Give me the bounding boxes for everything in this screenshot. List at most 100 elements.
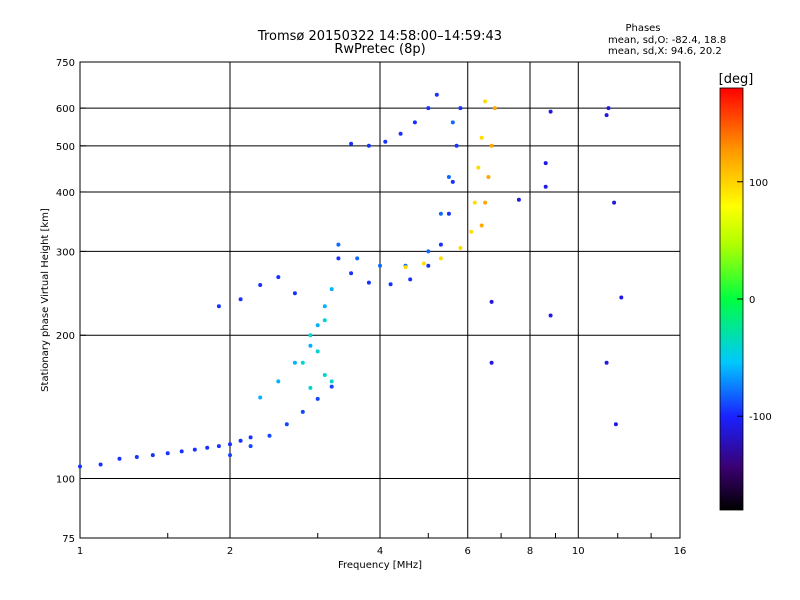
data-point xyxy=(450,179,455,184)
x-tick-label: 4 xyxy=(377,546,383,557)
series-f1-upper-trace xyxy=(216,275,297,309)
data-point xyxy=(228,442,232,447)
series-multiple-echo xyxy=(349,92,439,148)
data-point xyxy=(476,165,481,170)
x-tick-label: 1 xyxy=(77,546,83,557)
data-point xyxy=(267,433,272,438)
colorbar-tick-label: 100 xyxy=(749,178,768,189)
phase-info-o-mode: mean, sd,O: -82.4, 18.8 xyxy=(608,35,726,46)
data-point xyxy=(489,360,494,365)
colorbar-tick-label: 0 xyxy=(749,295,755,306)
data-point xyxy=(454,143,459,148)
data-point xyxy=(300,409,305,414)
data-point xyxy=(408,277,413,282)
data-point xyxy=(248,444,253,449)
y-tick-label: 300 xyxy=(56,247,75,258)
data-point xyxy=(619,295,624,300)
data-point xyxy=(492,106,497,111)
phase-info-heading: Phases xyxy=(625,23,660,34)
x-tick-label: 10 xyxy=(572,546,585,557)
data-point xyxy=(179,449,184,454)
data-point xyxy=(228,453,232,458)
y-tick-label: 600 xyxy=(56,104,75,115)
data-point xyxy=(248,435,253,440)
y-axis-label: Stationary phase Virtual Height [km] xyxy=(40,208,51,392)
data-point xyxy=(192,447,197,452)
y-tick-label: 200 xyxy=(56,331,75,342)
data-point xyxy=(450,120,455,125)
data-point xyxy=(388,282,393,287)
data-point xyxy=(315,396,320,401)
data-point xyxy=(378,263,382,268)
data-point xyxy=(336,256,341,261)
data-point xyxy=(483,200,488,205)
data-point xyxy=(216,444,221,449)
data-point xyxy=(258,283,263,287)
data-point xyxy=(543,161,548,166)
data-point xyxy=(458,106,463,111)
axis-ticks: 1 2 4 6 8 10 16 75 100 200 300 400 500 600 750 xyxy=(56,58,686,557)
series-f2-x-mode-echo xyxy=(479,106,497,228)
data-point xyxy=(613,422,618,427)
data-point xyxy=(472,200,477,205)
y-tick-label: 75 xyxy=(62,534,75,545)
data-point xyxy=(308,385,313,390)
data-point xyxy=(543,184,548,189)
data-point xyxy=(446,211,451,216)
data-point xyxy=(98,462,103,467)
data-point xyxy=(604,113,609,118)
data-point xyxy=(469,229,474,234)
data-point xyxy=(292,360,297,365)
data-point xyxy=(486,175,491,179)
data-point xyxy=(426,106,431,111)
data-point xyxy=(349,141,354,146)
series-f1-cusp-trace xyxy=(258,287,334,400)
data-point xyxy=(438,256,443,261)
colorbar-ticks: 100 0 -100 xyxy=(737,178,772,423)
data-point xyxy=(150,453,155,458)
data-point xyxy=(276,379,281,384)
colorbar-tick-label: -100 xyxy=(749,412,772,423)
data-points xyxy=(78,92,624,469)
data-point xyxy=(117,456,122,461)
data-point xyxy=(308,343,313,348)
data-point xyxy=(258,395,263,400)
data-point xyxy=(489,299,494,304)
y-tick-label: 400 xyxy=(56,188,75,199)
data-point xyxy=(426,263,431,268)
x-tick-label: 2 xyxy=(227,546,233,557)
data-point xyxy=(238,297,243,302)
data-point xyxy=(349,271,354,276)
data-point xyxy=(438,211,443,216)
series-f1-low-trace xyxy=(228,384,334,458)
data-point xyxy=(398,131,403,136)
data-point xyxy=(366,143,371,148)
data-point xyxy=(516,197,521,202)
y-tick-label: 750 xyxy=(56,58,75,69)
series-f1-diffuse-cluster xyxy=(300,318,334,390)
colorbar-label: [deg] xyxy=(719,72,754,87)
data-point xyxy=(483,99,488,104)
data-point xyxy=(489,143,494,148)
data-point xyxy=(329,379,334,384)
data-point xyxy=(612,200,617,205)
x-tick-label: 16 xyxy=(674,546,687,557)
data-point xyxy=(216,304,221,309)
series-sparse-noise xyxy=(489,106,624,427)
data-point xyxy=(322,373,327,377)
data-point xyxy=(403,265,408,270)
data-point xyxy=(292,291,297,296)
data-point xyxy=(78,464,82,469)
x-axis-label: Frequency [MHz] xyxy=(338,560,422,571)
data-point xyxy=(604,360,609,365)
data-point xyxy=(134,455,139,459)
y-tick-label: 500 xyxy=(56,142,75,153)
data-point xyxy=(421,261,426,266)
data-point xyxy=(165,451,170,456)
data-point xyxy=(329,384,334,389)
data-point xyxy=(238,438,243,443)
data-point xyxy=(308,333,313,338)
chart-title: Tromsø 20150322 14:58:00–14:59:43 xyxy=(257,29,502,44)
data-point xyxy=(300,360,305,365)
